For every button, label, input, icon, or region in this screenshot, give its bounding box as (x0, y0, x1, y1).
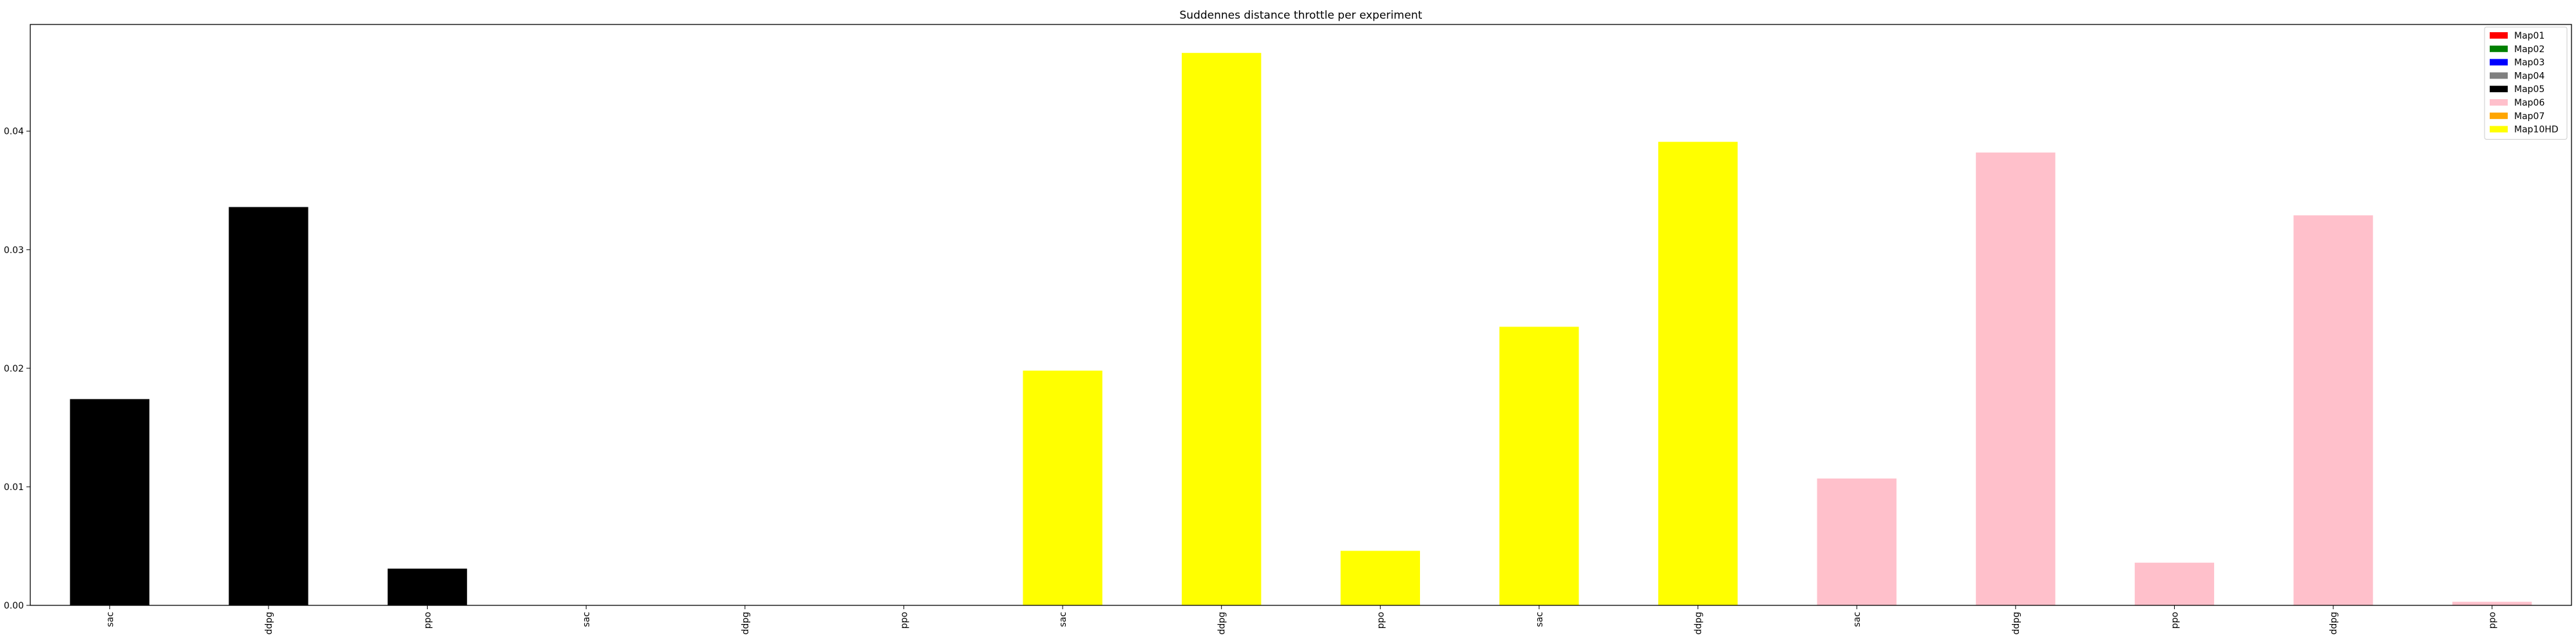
legend-label: Map03 (2514, 58, 2544, 68)
x-tick-label: ddpg (2011, 612, 2022, 635)
bar-1 (70, 399, 149, 605)
legend-label: Map01 (2514, 31, 2544, 41)
bar-3 (387, 568, 468, 605)
x-tick-label: ppo (2488, 612, 2498, 629)
bar-7 (1023, 370, 1103, 605)
x-tick-label: ddpg (264, 612, 274, 635)
x-axis-ticks: sac ddpg ppo sac ddpg ppo sac ddpg ppo sac ddpg sac… (105, 605, 2498, 635)
x-tick-label: ddpg (741, 612, 751, 635)
x-tick-label: sac (1058, 612, 1068, 627)
x-tick-label: ppo (1376, 612, 1386, 629)
x-tick-label: ppo (423, 612, 433, 629)
bar-9 (1340, 551, 1420, 605)
legend-swatch (2490, 72, 2508, 79)
bars-group (70, 53, 2532, 606)
bar-10 (1499, 327, 1579, 605)
y-tick-label: 0.02 (4, 364, 24, 374)
y-axis-ticks: 0.00 0.01 0.02 0.03 0.04 (4, 127, 30, 611)
x-tick-label: ddpg (1217, 612, 1227, 635)
legend-label: Map07 (2514, 111, 2544, 122)
bar-15 (2293, 215, 2373, 605)
bar-11 (1658, 142, 1738, 605)
x-tick-label: ddpg (2329, 612, 2339, 635)
legend-label: Map04 (2514, 71, 2544, 81)
legend-label: Map02 (2514, 44, 2544, 55)
bar-13 (1976, 152, 2056, 605)
legend-swatch (2490, 112, 2508, 119)
legend-box (2484, 26, 2568, 140)
chart-title: Suddennes distance throttle per experime… (1180, 9, 1423, 22)
legend: Map01 Map02 Map03 Map04 Map05 Map06 Map07 Map10… (2484, 26, 2568, 140)
x-tick-label: ppo (2170, 612, 2180, 629)
bar-14 (2134, 562, 2215, 605)
x-tick-label: sac (1535, 612, 1545, 627)
legend-label: Map06 (2514, 98, 2544, 108)
y-tick-label: 0.00 (4, 601, 24, 611)
x-tick-label: sac (1852, 612, 1862, 627)
legend-swatch (2490, 86, 2508, 93)
y-tick-label: 0.04 (4, 127, 24, 137)
legend-swatch (2490, 45, 2508, 52)
bar-8 (1182, 53, 1262, 606)
bar-2 (229, 207, 308, 605)
bar-16 (2452, 601, 2532, 605)
legend-swatch (2490, 99, 2508, 106)
x-tick-label: sac (582, 612, 592, 627)
legend-label: Map10HD (2514, 125, 2559, 135)
x-tick-label: sac (105, 612, 115, 627)
plot-frame (30, 24, 2572, 606)
x-tick-label: ppo (899, 612, 909, 629)
x-tick-label: ddpg (1694, 612, 1704, 635)
y-tick-label: 0.03 (4, 245, 24, 256)
legend-label: Map05 (2514, 84, 2544, 95)
legend-swatch (2490, 126, 2508, 133)
bar-12 (1817, 478, 1897, 605)
legend-swatch (2490, 59, 2508, 66)
y-tick-label: 0.01 (4, 482, 24, 493)
legend-swatch (2490, 32, 2508, 39)
